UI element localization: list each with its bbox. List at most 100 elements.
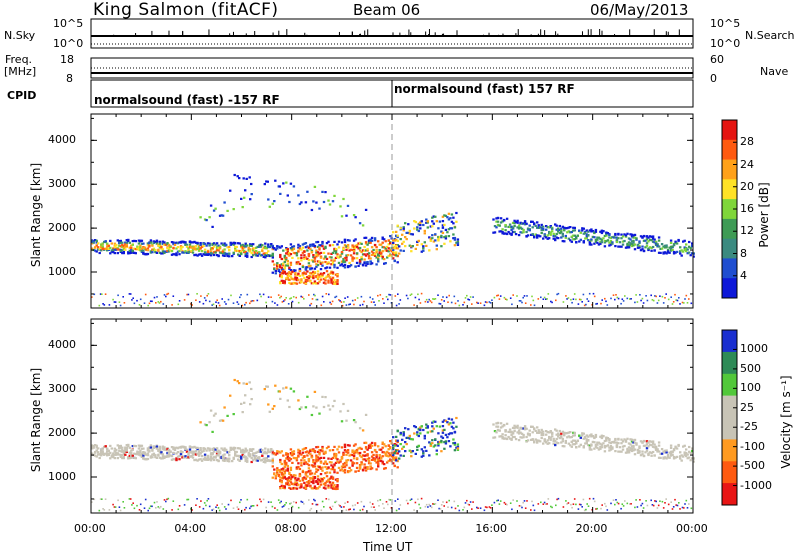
echo-cell — [285, 248, 288, 251]
echo-cell — [206, 499, 208, 502]
echo-cell — [139, 444, 142, 447]
echo-cell — [642, 249, 646, 252]
echo-cell — [178, 446, 181, 449]
echo-cell — [137, 246, 141, 249]
echo-cell — [310, 413, 314, 417]
echo-cell — [384, 445, 387, 448]
echo-cell — [106, 454, 109, 457]
echo-cell — [338, 504, 340, 506]
echo-cell — [402, 434, 405, 437]
echo-cell — [551, 301, 553, 304]
echo-cell — [647, 248, 650, 252]
echo-cell — [294, 278, 297, 281]
echo-cell — [214, 448, 217, 451]
echo-cell — [237, 303, 240, 305]
echo-cell — [344, 297, 346, 299]
echo-cell — [231, 447, 234, 451]
echo-cell — [203, 458, 207, 461]
echo-cell — [322, 251, 326, 254]
echo-cell — [301, 272, 305, 275]
echo-cell — [258, 252, 261, 255]
echo-cell — [143, 452, 147, 455]
frame-layer — [90, 18, 738, 514]
echo-cell — [377, 445, 380, 448]
echo-cell — [627, 241, 631, 244]
echo-cell — [136, 450, 139, 453]
echo-cell — [519, 231, 522, 234]
echo-cell — [333, 258, 336, 261]
echo-cell — [445, 501, 448, 504]
echo-cell — [199, 242, 202, 245]
echo-cell — [417, 293, 419, 296]
echo-cell — [425, 244, 428, 247]
echo-cell — [450, 418, 454, 421]
echo-cell — [373, 252, 377, 255]
echo-cell — [264, 245, 267, 248]
echo-cell — [306, 450, 309, 453]
echo-cell — [517, 224, 521, 227]
echo-cell — [127, 251, 130, 254]
echo-cell — [294, 276, 297, 279]
echo-cell — [216, 299, 218, 301]
echo-cell — [629, 438, 632, 441]
echo-cell — [312, 200, 315, 203]
echo-cell — [594, 228, 598, 232]
echo-cell — [393, 252, 396, 255]
power-ylabel: Slant Range [km] — [29, 162, 43, 268]
echo-cell — [249, 455, 252, 458]
echo-cell — [258, 251, 261, 254]
echo-cell — [315, 282, 318, 285]
echo-cell — [582, 293, 585, 296]
echo-cell — [112, 453, 115, 456]
echo-cell — [310, 275, 314, 279]
power-colorbar-tick-label: 24 — [740, 157, 754, 171]
echo-cell — [223, 248, 226, 251]
echo-cell — [100, 243, 103, 246]
echo-cell — [648, 238, 652, 241]
echo-cell — [336, 280, 339, 283]
echo-cell — [319, 262, 323, 265]
echo-cell — [413, 220, 416, 223]
echo-cell — [610, 502, 612, 505]
echo-cell — [408, 449, 411, 452]
echo-cell — [407, 436, 410, 439]
echo-cell — [646, 299, 649, 302]
echo-cell — [223, 453, 226, 456]
echo-cell — [399, 454, 402, 457]
echo-cell — [97, 447, 100, 450]
echo-cell — [121, 446, 124, 449]
echo-cell — [455, 241, 458, 244]
echo-cell — [304, 201, 308, 204]
echo-cell — [131, 445, 134, 448]
velocity-colorbar-swatch — [722, 439, 737, 462]
echo-cell — [240, 402, 243, 405]
echo-cell — [444, 235, 448, 238]
echo-cell — [154, 454, 157, 457]
echo-cell — [267, 450, 270, 453]
echo-cell — [246, 254, 249, 257]
echo-cell — [146, 248, 150, 252]
echo-cell — [304, 485, 308, 488]
echo-cell — [441, 425, 445, 428]
echo-cell — [387, 243, 390, 246]
echo-cell — [253, 456, 256, 459]
echo-cell — [241, 249, 244, 252]
echo-cell — [608, 236, 611, 239]
echo-cell — [484, 506, 487, 508]
echo-cell — [301, 477, 305, 480]
echo-cell — [179, 450, 183, 453]
echo-cell — [533, 428, 536, 431]
echo-cell — [276, 264, 279, 267]
echo-cell — [581, 301, 583, 303]
echo-cell — [262, 293, 265, 296]
echo-cell — [662, 450, 665, 453]
echo-cell — [241, 411, 244, 414]
echo-cell — [343, 449, 347, 452]
echo-cell — [588, 292, 591, 295]
echo-cell — [142, 451, 145, 454]
echo-cell — [533, 223, 536, 226]
echo-cell — [507, 435, 510, 439]
echo-cell — [388, 293, 390, 296]
echo-cell — [685, 499, 688, 502]
echo-cell — [191, 453, 195, 456]
